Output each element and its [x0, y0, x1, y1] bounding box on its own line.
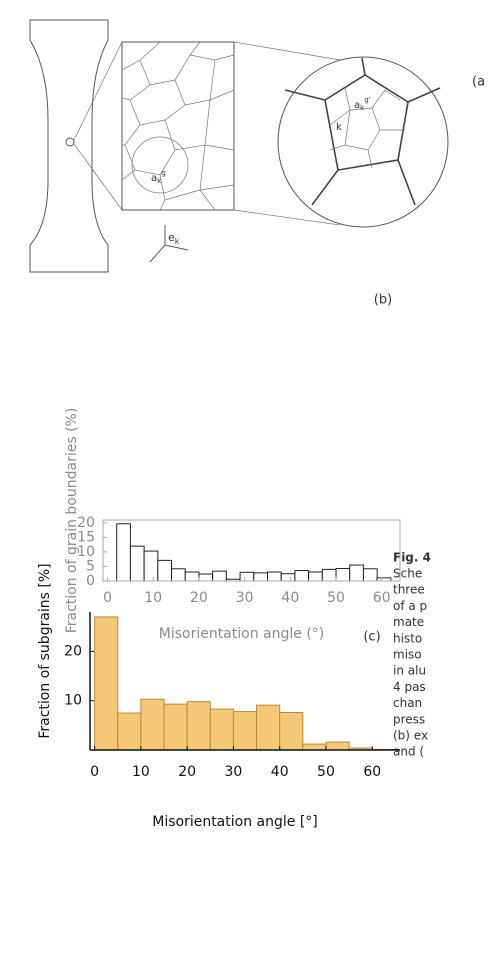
bar [116, 523, 131, 582]
y-tick-label: 20 [77, 515, 95, 531]
x-tick-label: 30 [236, 590, 254, 606]
base: a [151, 173, 157, 184]
x-tick-label: 0 [90, 764, 99, 780]
bar [232, 711, 258, 751]
bar [143, 550, 159, 582]
x-tick-label: 40 [281, 590, 299, 606]
bar [280, 573, 296, 582]
x-tick-label: 10 [132, 764, 150, 780]
plot-frame [102, 519, 401, 582]
caption-line: (b) ex [393, 729, 428, 743]
x-axis-label: Misorientation angle (°) [159, 626, 325, 642]
bar [212, 570, 227, 582]
caption-line: mate [393, 615, 424, 629]
panel-label: (a [472, 75, 485, 90]
caption-figure: Fig. 4 [393, 551, 431, 565]
schematic: ek akg akg' k (a [29, 19, 485, 273]
x-tick-label: 0 [103, 590, 112, 606]
sup: g' [364, 96, 370, 104]
bar [209, 708, 234, 751]
bar [163, 703, 188, 751]
y-axis-label: Fraction of subgrains [%] [37, 563, 53, 738]
caption-line: Sche [393, 567, 422, 581]
base: a [354, 100, 360, 111]
x-tick-label: 50 [327, 590, 345, 606]
x-tick-label: 50 [317, 764, 335, 780]
bar [294, 570, 310, 582]
panel-label: (c) [363, 630, 380, 645]
bar [129, 545, 145, 582]
caption-line: three [393, 583, 425, 597]
caption-line: press [393, 712, 425, 726]
bar [349, 564, 364, 582]
sup: g [161, 169, 165, 177]
caption-line: chan [393, 696, 422, 710]
x-tick-label: 30 [225, 764, 243, 780]
bar [308, 571, 323, 582]
x-tick-label: 40 [271, 764, 289, 780]
caption-line: and ( [393, 745, 424, 759]
sub: k [157, 177, 162, 185]
y-tick-label: 15 [77, 529, 95, 545]
x-tick-label: 60 [363, 764, 381, 780]
caption-line: miso [393, 648, 422, 662]
bar [186, 701, 211, 751]
sub: k [360, 104, 365, 112]
x-tick-label: 20 [178, 764, 196, 780]
caption-line: 4 pas [393, 680, 426, 694]
y-tick-label: 5 [86, 558, 95, 574]
bar [335, 568, 351, 582]
bar [184, 571, 200, 582]
basis-label: ek [168, 231, 180, 246]
bar [362, 568, 378, 582]
caption-line: histo [393, 631, 422, 645]
x-tick-label: 60 [373, 590, 391, 606]
bar [94, 616, 119, 751]
bar [253, 572, 268, 582]
bar [321, 568, 337, 582]
grain-label: akg [151, 169, 166, 185]
bar [117, 712, 142, 751]
bar [279, 712, 304, 751]
bar [239, 571, 255, 582]
y-tick-label: 10 [64, 693, 82, 709]
base: e [168, 231, 175, 244]
y-axis-label: Fraction of grain boundaries (%) [64, 408, 80, 634]
bar [140, 698, 165, 751]
bar [157, 559, 173, 582]
y-tick-label: 20 [64, 643, 82, 659]
x-tick-label: 20 [190, 590, 208, 606]
x-tick-label: 10 [144, 590, 162, 606]
bar [198, 573, 214, 582]
caption-line: in alu [393, 664, 426, 678]
sub: k [175, 237, 180, 246]
bar [171, 568, 186, 582]
y-tick-label: 0 [86, 573, 95, 589]
panel-label: (b) [374, 293, 392, 308]
bar [266, 571, 282, 582]
grain-label-zoom: akg' [354, 96, 371, 112]
caption-line: of a p [393, 599, 427, 613]
bar [325, 741, 350, 751]
k-label: k [336, 122, 342, 133]
bar [302, 743, 327, 751]
x-axis-label: Misorientation angle [°] [152, 814, 318, 830]
y-tick-label: 10 [77, 544, 95, 560]
bar [256, 704, 281, 751]
